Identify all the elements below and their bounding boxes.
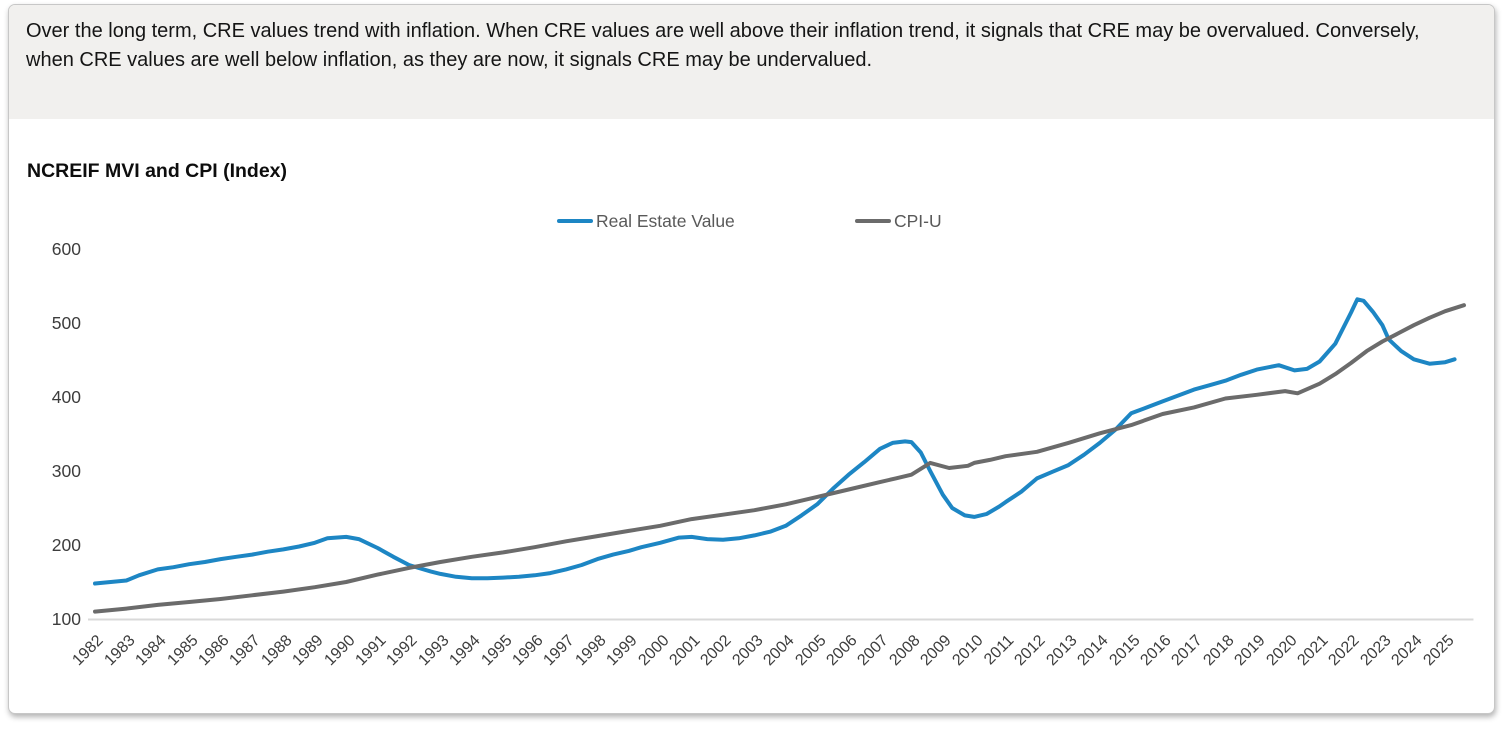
x-axis-label-2016: 2016	[1137, 632, 1175, 670]
x-axis-label-2000: 2000	[635, 632, 673, 670]
x-axis-label-1991: 1991	[352, 632, 390, 670]
x-axis-label-1998: 1998	[572, 632, 610, 670]
x-axis-label-2015: 2015	[1106, 632, 1144, 670]
legend-item-cpi-u: CPI-U	[855, 208, 942, 234]
x-axis-label-1985: 1985	[164, 632, 202, 670]
x-axis-label-2023: 2023	[1357, 632, 1395, 670]
x-axis-label-2005: 2005	[792, 632, 830, 670]
x-axis-label-2018: 2018	[1200, 632, 1238, 670]
x-axis-label-1986: 1986	[195, 632, 233, 670]
y-axis-label-200: 200	[51, 535, 81, 555]
real-estate-line-swatch	[557, 219, 593, 223]
x-axis-label-2021: 2021	[1294, 632, 1332, 670]
x-axis-label-1994: 1994	[446, 632, 484, 670]
x-axis-label-2017: 2017	[1168, 632, 1207, 670]
x-axis-label-2009: 2009	[917, 632, 955, 670]
x-axis-label-2001: 2001	[666, 632, 704, 670]
x-axis-label-1995: 1995	[478, 632, 516, 670]
x-axis-label-2025: 2025	[1420, 632, 1458, 670]
x-axis-label-1997: 1997	[540, 632, 579, 670]
summary-strip: Over the long term, CRE values trend wit…	[9, 5, 1494, 119]
x-axis-label-1992: 1992	[383, 632, 422, 670]
x-axis-label-2004: 2004	[760, 632, 798, 670]
y-axis-label-400: 400	[51, 387, 81, 407]
y-axis-label-100: 100	[51, 609, 81, 629]
x-axis-label-2024: 2024	[1388, 632, 1426, 670]
x-axis-label-2003: 2003	[729, 632, 767, 670]
legend-label-real-estate-value: Real Estate Value	[596, 210, 735, 231]
x-axis-label-2006: 2006	[823, 632, 861, 670]
chart-canvas	[88, 297, 1474, 621]
x-axis-label-2019: 2019	[1231, 632, 1269, 670]
line-chart-plot-area: 600 500 400 300 200 100 1982 1983 1984 1985 1986 19…	[52, 238, 1475, 669]
x-axis-label-2002: 2002	[697, 632, 736, 670]
x-axis-label-2014: 2014	[1074, 632, 1112, 670]
cpi-line-swatch	[855, 219, 891, 223]
series-line-cpi-u	[93, 303, 1466, 614]
x-axis-label-1984: 1984	[132, 632, 170, 670]
x-axis-label-2011: 2011	[981, 632, 1018, 669]
x-axis-label-1989: 1989	[289, 632, 327, 670]
x-axis-label-2012: 2012	[1011, 632, 1050, 670]
x-axis-label-1990: 1990	[321, 632, 359, 670]
series-line-real-estate-value	[93, 297, 1457, 586]
x-axis-label-2007: 2007	[854, 632, 893, 670]
y-axis-label-500: 500	[51, 313, 81, 333]
x-axis-label-2020: 2020	[1263, 632, 1301, 670]
legend-item-real-estate-value: Real Estate Value	[557, 208, 735, 234]
x-axis-label-2013: 2013	[1043, 632, 1081, 670]
chart-title: NCREIF MVI and CPI (Index)	[27, 160, 288, 182]
y-axis-label-300: 300	[51, 461, 81, 481]
x-axis-label-1982: 1982	[69, 632, 108, 670]
report-card: Over the long term, CRE values trend wit…	[8, 4, 1495, 714]
x-axis-label-2008: 2008	[886, 632, 924, 670]
y-axis-label-600: 600	[51, 239, 81, 259]
x-axis-label-1987: 1987	[226, 632, 265, 670]
x-axis-label-1999: 1999	[603, 632, 641, 670]
legend-label-cpi-u: CPI-U	[894, 210, 942, 231]
chart-legend: Real Estate Value CPI-U	[9, 208, 1494, 234]
x-axis-label-1983: 1983	[101, 632, 139, 670]
x-axis-label-1988: 1988	[258, 632, 296, 670]
x-axis-label-2022: 2022	[1325, 632, 1364, 670]
summary-text: Over the long term, CRE values trend wit…	[26, 20, 1420, 71]
x-axis-label-1993: 1993	[415, 632, 453, 670]
x-axis-label-2010: 2010	[949, 632, 987, 670]
x-axis-label-1996: 1996	[509, 632, 547, 670]
